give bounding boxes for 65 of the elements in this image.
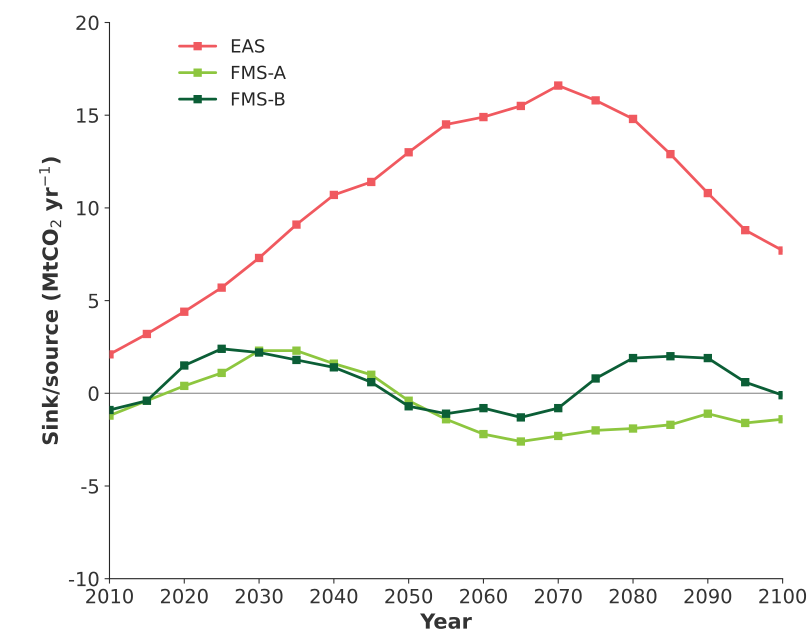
x-tick-label: 2070 xyxy=(534,588,582,604)
point xyxy=(628,424,638,433)
point xyxy=(330,363,338,372)
point xyxy=(554,432,562,440)
point xyxy=(292,356,301,364)
point xyxy=(442,120,450,129)
point xyxy=(628,114,638,124)
point xyxy=(218,368,226,378)
point xyxy=(367,178,376,186)
point xyxy=(180,361,188,370)
point xyxy=(741,226,750,234)
point xyxy=(479,430,488,438)
y-axis-title: Sink/source (MtCO$_{2}$ yr$^{−1}$) xyxy=(39,157,62,444)
point xyxy=(554,404,562,412)
x-tick-label: 2020 xyxy=(160,588,208,604)
point xyxy=(142,330,152,338)
point xyxy=(330,190,338,200)
point xyxy=(516,437,526,446)
x-tick-label: 2030 xyxy=(236,588,283,604)
point xyxy=(741,418,750,428)
point xyxy=(180,382,188,390)
y-tick-label: 5 xyxy=(88,294,98,308)
point xyxy=(704,410,712,418)
point xyxy=(218,344,226,353)
y-tick-label: -10 xyxy=(68,572,98,586)
x-tick-label: 2060 xyxy=(460,588,507,604)
point xyxy=(404,402,413,410)
y-tick-label: 20 xyxy=(76,15,98,30)
point xyxy=(628,354,638,362)
point xyxy=(218,283,226,292)
y-tick-label: -5 xyxy=(81,479,98,494)
x-tick-label: 2050 xyxy=(385,588,432,604)
x-tick-label: 2010 xyxy=(86,588,133,604)
x-tick-label: 2100 xyxy=(759,588,806,604)
y-tick-label: 15 xyxy=(77,108,98,123)
y-tick-label: 0 xyxy=(88,386,98,401)
point xyxy=(554,81,562,90)
y-tick-label: 10 xyxy=(77,200,98,216)
legend-label: FMS-A xyxy=(232,66,286,80)
point xyxy=(442,410,450,418)
point xyxy=(516,102,526,110)
point xyxy=(292,346,301,355)
point xyxy=(704,354,712,362)
point xyxy=(254,254,264,262)
point xyxy=(591,426,600,435)
point xyxy=(666,352,675,360)
point xyxy=(704,188,712,198)
point xyxy=(180,308,188,316)
point xyxy=(741,378,750,386)
point xyxy=(479,404,488,412)
point xyxy=(591,374,600,383)
point xyxy=(516,413,526,422)
x-tick-label: 2040 xyxy=(310,588,358,604)
x-tick-label: 2090 xyxy=(684,588,732,604)
point xyxy=(367,378,376,386)
legend-label: FMS-B xyxy=(232,92,285,106)
point xyxy=(404,148,413,156)
legend-label: EAS xyxy=(232,39,264,53)
point xyxy=(479,112,488,122)
point xyxy=(292,220,301,229)
x-tick-label: 2080 xyxy=(610,588,656,604)
x-axis-title: Year xyxy=(420,613,472,629)
point xyxy=(591,96,600,105)
point xyxy=(666,420,675,429)
point xyxy=(666,150,675,158)
